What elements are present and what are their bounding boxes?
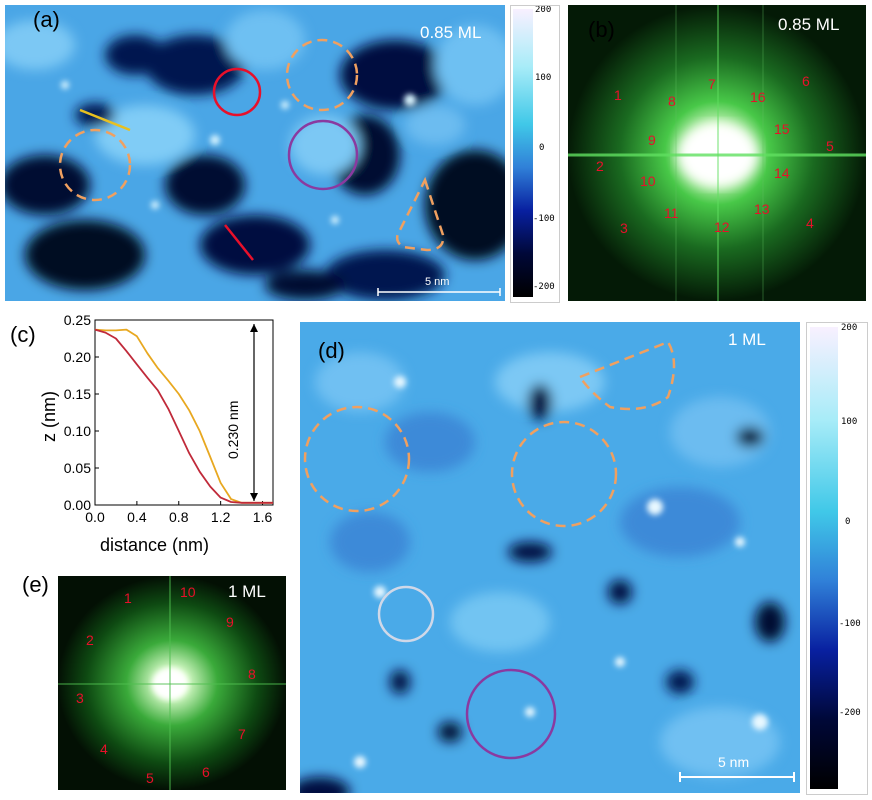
red-circle [212,67,262,117]
red-profile-line [224,224,254,261]
colorbar-tick: 200 [535,5,552,15]
fft-spot-label: 3 [620,220,628,236]
orange-dashed-circle [510,420,618,528]
y-tick-label: 0.15 [64,386,91,402]
scale-bar-label: 5 nm [425,276,450,288]
coverage-label: 1 ML [728,330,766,349]
y-axis-title: z (nm) [39,391,59,442]
fft-pattern [568,5,866,301]
scale-bar-label: 5 nm [718,754,750,770]
x-tick-label: 0.4 [127,509,147,525]
x-tick-label: 1.6 [253,509,273,525]
panel-label-e: (e) [22,572,49,597]
x-tick-label: 1.2 [211,509,231,525]
fft-pattern [58,576,286,790]
colorbar-tick: 100 [535,73,552,83]
y-tick-label: 0.20 [64,349,91,365]
fft-spot-label: 1 [124,590,132,606]
fft-spot-label: 10 [640,173,656,189]
x-tick-label: 0.8 [169,509,189,525]
fft-spot-label: 4 [100,741,108,757]
fft-spot-label: 5 [146,770,154,786]
white-circle [377,585,435,643]
plot-frame [94,319,274,506]
panel-label-a: (a) [33,7,60,32]
colorbar-tick: 0 [539,143,545,153]
fft-spot-label: 15 [774,121,790,137]
fft-spot-label: 2 [596,158,604,174]
stm-image-1ml: (d) 1 ML 5 nm [300,322,800,793]
fft-spot-label: 3 [76,690,84,706]
x-axis-title: distance (nm) [100,535,209,555]
fft-spot-label: 1 [614,87,622,103]
purple-circle [465,668,557,760]
orange-dashed-region [578,340,676,411]
stm-image-085ml: (a) 0.85 ML 5 nm [5,5,505,301]
colorbar-tick: -200 [839,708,861,718]
fft-image-1ml: 1 ML 1 2 3 4 5 6 7 8 9 10 [58,576,286,790]
fft-image-085ml: (b) 0.85 ML 1 2 3 4 5 6 7 8 9 10 11 12 1… [568,5,866,301]
stm-topography-085ml [5,10,505,300]
fft-spot-label: 7 [708,76,716,92]
stm-topography-1ml [300,340,795,793]
orange-dashed-circle [58,128,132,202]
height-profile-chart: 0.0 0.4 0.8 1.2 1.60.000.050.100.150.200.25 … [39,312,274,555]
fft-spot-label: 12 [714,219,730,235]
height-annotation: 0.230 nm [225,401,241,459]
fft-spot-label: 4 [806,215,814,231]
fft-spot-label: 2 [86,632,94,648]
fft-spot-label: 9 [226,614,234,630]
y-tick-label: 0.10 [64,423,91,439]
colorbar-top: 200 100 0 -100 -200 [510,5,560,303]
y-tick-label: 0.25 [64,312,91,328]
fft-spot-label: 11 [664,205,679,221]
fft-spot-label: 14 [774,165,790,181]
fft-spot-label: 8 [668,93,676,109]
fft-spot-label: 6 [802,73,810,89]
fft-spot-label: 10 [180,584,196,600]
coverage-label: 0.85 ML [420,23,482,42]
orange-dashed-circle [285,38,359,112]
profile-series-line [94,328,273,504]
profile-series-line [94,328,273,504]
fft-spot-label: 9 [648,132,656,148]
fft-spot-label: 6 [202,764,210,780]
colorbar-gradient [810,327,838,789]
fft-spot-label: 13 [754,201,770,217]
orange-dashed-circle [303,405,411,513]
colorbar-tick: -100 [839,619,861,629]
fft-spot-label: 7 [238,726,246,742]
coverage-label: 1 ML [228,582,266,601]
colorbar-tick: 100 [841,417,858,427]
colorbar-tick: -200 [533,282,555,292]
panel-label-d: (d) [318,338,345,363]
yellow-profile-line [79,108,131,132]
x-tick-label: 0.0 [85,509,105,525]
fft-spot-label: 5 [826,138,834,154]
colorbar-tick: 0 [845,517,851,527]
colorbar-tick: -100 [533,214,555,224]
colorbar-bottom: 200 100 0 -100 -200 [806,322,868,795]
panel-label-b: (b) [588,17,615,42]
panel-label-c: (c) [10,322,36,347]
y-tick-label: 0.05 [64,460,91,476]
colorbar-gradient [513,9,533,297]
fft-spot-label: 16 [750,89,766,105]
coverage-label: 0.85 ML [778,15,840,34]
y-tick-label: 0.00 [64,497,91,513]
fft-spot-label: 8 [248,666,256,682]
colorbar-tick: 200 [841,323,858,333]
purple-circle [287,119,359,191]
